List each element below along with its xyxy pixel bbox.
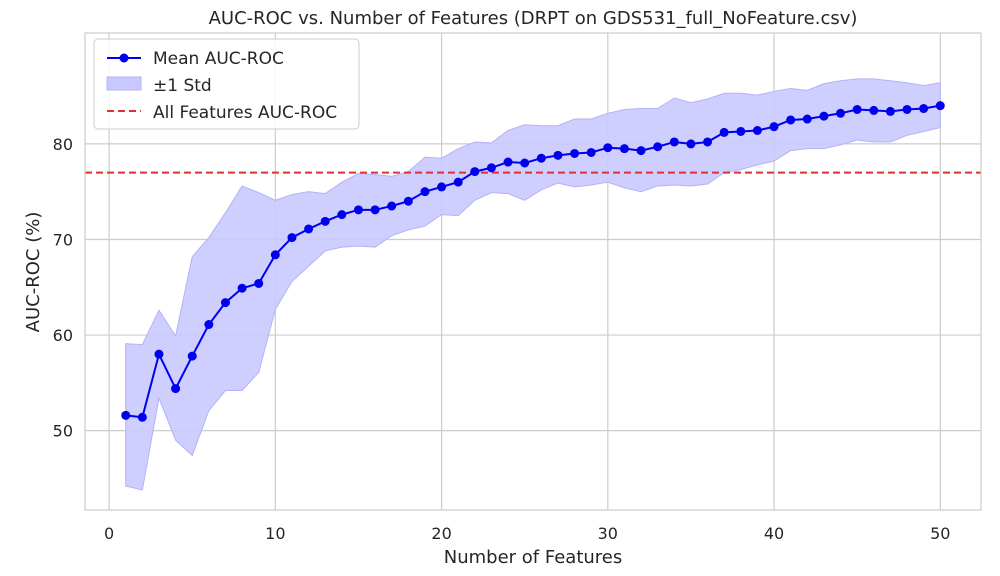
mean-auc-point — [719, 127, 729, 137]
legend: Mean AUC-ROC ±1 Std All Features AUC-ROC — [93, 38, 360, 130]
x-tick-label: 20 — [431, 524, 451, 543]
legend-label-all-features: All Features AUC-ROC — [153, 103, 337, 123]
mean-auc-point — [270, 250, 280, 260]
y-tick-label: 60 — [53, 326, 73, 345]
mean-auc-point — [553, 150, 563, 160]
mean-auc-point — [220, 298, 230, 308]
legend-label-std: ±1 Std — [153, 76, 212, 96]
mean-auc-point — [121, 410, 131, 420]
y-tick-label: 80 — [53, 135, 73, 154]
mean-auc-point — [287, 233, 297, 243]
mean-auc-point — [204, 320, 214, 330]
x-tick-label: 0 — [104, 524, 114, 543]
y-tick-labels: 50 60 70 80 — [53, 135, 73, 441]
mean-auc-point — [503, 157, 513, 167]
mean-auc-point — [254, 278, 264, 288]
mean-auc-point — [703, 137, 713, 147]
mean-auc-point — [237, 283, 247, 293]
plot-frame — [84, 32, 982, 511]
mean-auc-point — [437, 182, 447, 192]
x-tick-labels: 0 10 20 30 40 50 — [104, 524, 950, 543]
x-tick-label: 50 — [930, 524, 950, 543]
mean-auc-point — [902, 104, 912, 114]
mean-auc-point — [486, 163, 496, 173]
mean-auc-point — [470, 167, 480, 177]
mean-points-layer — [121, 101, 945, 422]
mean-auc-point — [752, 126, 762, 136]
mean-auc-point — [137, 412, 147, 422]
mean-auc-point — [603, 143, 613, 153]
mean-auc-point — [836, 108, 846, 118]
std-band-layer — [125, 78, 941, 491]
mean-auc-point — [636, 146, 646, 156]
mean-auc-point — [187, 351, 197, 361]
mean-auc-point — [935, 101, 945, 111]
mean-auc-point — [885, 106, 895, 116]
legend-box — [93, 38, 360, 130]
y-axis-label: AUC-ROC (%) — [23, 212, 44, 333]
mean-auc-point — [403, 196, 413, 206]
mean-auc-point — [669, 137, 679, 147]
mean-auc-point — [819, 111, 829, 121]
mean-auc-point — [370, 205, 380, 215]
legend-label-mean: Mean AUC-ROC — [153, 49, 284, 69]
y-tick-label: 70 — [53, 230, 73, 249]
mean-auc-point — [304, 224, 314, 234]
x-tick-label: 30 — [598, 524, 618, 543]
mean-auc-point — [653, 142, 663, 152]
mean-auc-point — [769, 122, 779, 132]
mean-auc-point — [919, 104, 929, 114]
legend-std-band-swatch — [106, 76, 142, 91]
legend-mean-marker — [119, 53, 129, 63]
x-tick-label: 10 — [265, 524, 285, 543]
mean-auc-point — [802, 114, 812, 124]
mean-auc-point — [387, 201, 397, 211]
mean-auc-point — [586, 147, 596, 157]
mean-auc-point — [337, 210, 347, 220]
x-tick-label: 40 — [764, 524, 784, 543]
mean-auc-point — [171, 384, 181, 394]
mean-auc-point — [353, 205, 363, 215]
mean-auc-point — [154, 349, 164, 359]
y-tick-label: 50 — [53, 422, 73, 441]
mean-auc-point — [420, 187, 430, 197]
mean-auc-point — [520, 158, 530, 168]
mean-auc-point — [852, 104, 862, 114]
mean-auc-point — [536, 153, 546, 163]
mean-auc-point — [736, 126, 746, 136]
mean-auc-point — [619, 144, 629, 154]
mean-auc-point — [786, 115, 796, 125]
mean-auc-point — [570, 148, 580, 158]
mean-auc-point — [453, 177, 463, 187]
std-band — [125, 78, 941, 491]
mean-auc-point — [686, 139, 696, 149]
x-axis-label: Number of Features — [444, 547, 623, 568]
chart-title: AUC-ROC vs. Number of Features (DRPT on … — [209, 8, 858, 29]
mean-auc-point — [869, 105, 879, 115]
mean-auc-point — [320, 216, 330, 226]
